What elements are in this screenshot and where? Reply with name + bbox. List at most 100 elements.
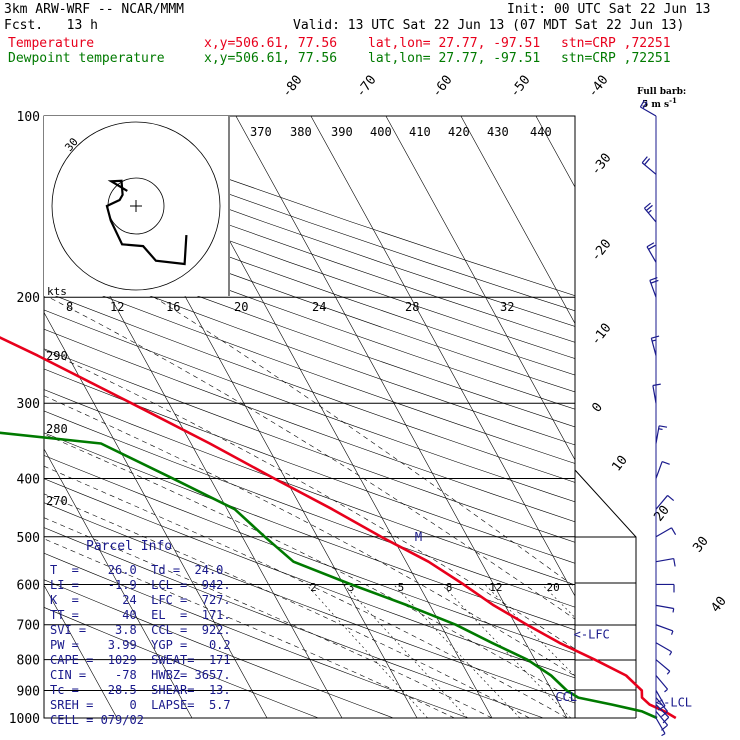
- model-title: 3km ARW-WRF -- NCAR/MMM: [4, 2, 185, 17]
- wind-barb: [656, 583, 675, 593]
- dewpoint-station: stn=CRP ,72251: [561, 51, 671, 66]
- wind-barb: [655, 675, 669, 693]
- theta-label: 390: [331, 125, 353, 139]
- wind-barb: [655, 642, 673, 656]
- valid-time: Valid: 13 UTC Sat 22 Jun 13 (07 MDT Sat …: [293, 18, 685, 33]
- isotherm-line: [535, 116, 575, 188]
- moist-adiabat: [44, 395, 575, 677]
- wind-barb-flag: [646, 242, 655, 248]
- pressure-label: 1000: [9, 712, 40, 727]
- dewpoint-latlon: lat,lon= 27.77, -97.51: [368, 51, 541, 66]
- temperature-legend: Temperature: [8, 36, 95, 51]
- isotherm-line: [235, 116, 568, 718]
- pressure-label: 400: [17, 472, 40, 487]
- dry-adiabat: [44, 291, 575, 483]
- wind-barb-flag: [659, 425, 668, 428]
- wind-barb-flag: [661, 460, 670, 465]
- dry-adiabat: [44, 502, 575, 704]
- wind-barb-half-flag: [658, 428, 663, 431]
- wind-barb: [652, 383, 661, 404]
- isotherm-line: [44, 311, 268, 718]
- mixing-ratio-label: 20: [546, 581, 559, 594]
- theta-label: 410: [409, 125, 431, 139]
- wind-barb: [639, 99, 657, 117]
- pressure-label: 300: [17, 397, 40, 412]
- isotherm-label: -20: [588, 237, 614, 265]
- temperature-station: stn=CRP ,72251: [561, 36, 671, 51]
- wind-barb: [655, 494, 675, 510]
- theta-side-label: 270: [46, 494, 68, 508]
- mixing-ratio-line: [541, 584, 575, 618]
- lower-right-box: [574, 469, 637, 718]
- wind-barb: [655, 557, 676, 567]
- wind-barb-flag: [650, 279, 659, 284]
- wind-barb-staff: [643, 207, 657, 223]
- wind-barb-flag: [644, 202, 651, 209]
- hodograph-axis-label: 24: [312, 300, 326, 314]
- wind-barb-staff: [652, 385, 657, 404]
- level-annotation: <-LFC: [574, 628, 610, 642]
- wind-barb-staff: [646, 246, 657, 263]
- wind-barb-half-flag: [669, 651, 673, 656]
- hodograph-axis-label: 8: [66, 300, 73, 314]
- wind-barb: [643, 202, 657, 223]
- isotherm-label: 10: [609, 453, 630, 475]
- wind-barb-flag: [644, 158, 651, 166]
- pressure-label: 600: [17, 578, 40, 593]
- moist-adiabat: [153, 296, 575, 588]
- dewpoint-profile: [0, 431, 658, 720]
- dry-adiabat: [44, 579, 395, 718]
- theta-label: 380: [290, 125, 312, 139]
- wind-barb: [655, 460, 670, 479]
- wind-barb-staff: [655, 642, 672, 653]
- wind-barb-staff: [655, 690, 666, 707]
- isotherm-line: [44, 584, 118, 718]
- parcel-row: LI = -1.9 LCL = 942.: [50, 578, 231, 592]
- parcel-row: CIN = -78 HWBZ= 3657.: [50, 668, 231, 682]
- parcel-row: PW = 3.99 YGP = 0.2: [50, 638, 231, 652]
- dry-adiabat: [44, 607, 320, 718]
- wind-barb-flag: [639, 99, 645, 108]
- isotherm-label: -40: [585, 73, 611, 101]
- hodograph-axis-label: 20: [234, 300, 248, 314]
- dry-adiabat: [44, 328, 575, 523]
- wind-barb: [655, 527, 677, 538]
- hodograph-outer-ring: [51, 121, 221, 291]
- forecast-hour: Fcst. 13 h: [4, 18, 98, 33]
- theta-label: 420: [448, 125, 470, 139]
- wind-barb-flag: [649, 277, 658, 281]
- wind-barb-flag: [657, 705, 666, 711]
- parcel-row: SVI = 3.8 CCL = 922.: [50, 623, 231, 637]
- wind-barb-staff: [655, 697, 669, 712]
- temperature-latlon: lat,lon= 27.77, -97.51: [368, 36, 541, 51]
- isotherm-label: 40: [708, 594, 729, 616]
- dry-adiabat: [44, 187, 575, 376]
- wind-barb-flag: [652, 383, 661, 387]
- wind-barb-flag: [667, 494, 675, 502]
- mixing-ratio-label: 3: [348, 581, 355, 594]
- temperature-xy: x,y=506.61, 77.56: [204, 36, 338, 51]
- dry-adiabat: [44, 389, 575, 586]
- profiles: [0, 336, 677, 720]
- pressure-label: 800: [17, 654, 40, 669]
- wind-barb-staff: [655, 604, 674, 610]
- wind-barb-staff: [641, 162, 657, 175]
- wind-barb-staff: [655, 710, 669, 726]
- wind-barb-staff: [640, 106, 657, 117]
- parcel-row: CAPE = 1029 SWEAT= 171: [50, 653, 231, 667]
- parcel-row: SREH = 0 LAPSE= 5.7: [50, 698, 231, 712]
- mixing-ratio-label: 5: [398, 581, 405, 594]
- pressure-label: 500: [17, 531, 40, 546]
- wind-barb-flag: [648, 244, 656, 250]
- dewpoint-xy: x,y=506.61, 77.56: [204, 51, 338, 66]
- theta-label: 430: [487, 125, 509, 139]
- wind-barb: [655, 659, 671, 675]
- init-time: Init: 00 UTC Sat 22 Jun 13: [507, 2, 711, 17]
- wind-barb-staff: [650, 338, 657, 356]
- isotherm-label: -70: [353, 73, 379, 101]
- wind-barb-half-flag: [647, 209, 652, 214]
- wind-barb-half-flag: [651, 339, 657, 342]
- wind-barb-staff: [655, 675, 669, 690]
- hodograph-axis-label: 12: [110, 300, 124, 314]
- dry-adiabat: [44, 527, 545, 718]
